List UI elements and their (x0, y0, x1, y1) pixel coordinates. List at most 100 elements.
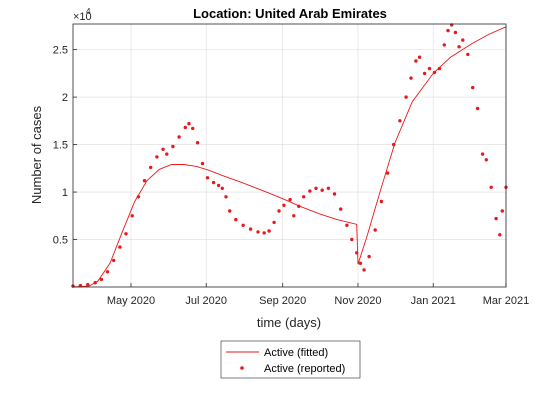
reported-point (248, 227, 253, 231)
reported-point (211, 180, 216, 185)
reported-point (432, 70, 437, 75)
reported-point (427, 66, 432, 71)
x-tick-label: Sep 2020 (259, 295, 306, 307)
legend: Active (fitted) Active (reported) (220, 340, 361, 379)
reported-point (489, 185, 493, 189)
reported-point (288, 197, 292, 202)
x-tick-label: Mar 2021 (483, 295, 529, 307)
reported-point (453, 30, 458, 35)
reported-point (379, 199, 384, 204)
reported-point (297, 204, 301, 208)
plot-background (73, 24, 506, 287)
reported-point (241, 223, 245, 227)
reported-point (187, 122, 191, 126)
legend-fitted-label: Active (fitted) (264, 347, 328, 359)
x-tick-label: May 2020 (107, 295, 155, 307)
reported-point (99, 277, 104, 282)
reported-point (437, 66, 442, 71)
x-tick-label: Jan 2021 (411, 295, 456, 307)
reported-point (142, 179, 147, 183)
reported-point (345, 223, 349, 227)
reported-point (484, 158, 488, 162)
reported-point (93, 281, 97, 285)
reported-point (461, 38, 465, 42)
reported-point (292, 214, 296, 218)
fitted-series (72, 26, 507, 288)
reported-point (362, 268, 366, 272)
reported-point (326, 186, 331, 190)
reported-point (216, 183, 221, 188)
reported-point (78, 283, 83, 288)
reported-point (136, 195, 141, 199)
reported-point (205, 176, 210, 180)
reported-point (409, 76, 413, 80)
reported-point (367, 254, 371, 259)
reported-point (262, 231, 266, 235)
reported-point (220, 186, 224, 190)
reported-point (355, 251, 359, 255)
reported-point (457, 45, 461, 49)
legend-reported-label: Active (reported) (264, 363, 345, 375)
reported-point (112, 258, 116, 263)
reported-point (234, 217, 238, 222)
reported-point (339, 207, 343, 211)
x-axis-title: time (days) (257, 315, 321, 330)
y-tick-label: 1.5 (53, 140, 68, 152)
axis-ticks: May 2020 Jul 2020 Sep 2020 Nov 2020 Jan 2021… (53, 45, 530, 307)
reported-point (494, 216, 498, 221)
reported-point (191, 126, 195, 131)
reported-point (350, 237, 354, 242)
reported-point (155, 155, 159, 159)
reported-point (161, 147, 165, 151)
reported-point (124, 232, 128, 236)
x-tick-label: Jul 2020 (185, 295, 227, 307)
legend-reported-swatch (240, 366, 244, 370)
x-tick-label: Nov 2020 (334, 295, 381, 307)
y-exponent-base: ×10 (73, 11, 92, 23)
reported-point (130, 214, 134, 218)
reported-point (308, 189, 312, 193)
reported-point (475, 106, 480, 111)
reported-point (471, 85, 475, 90)
reported-point (500, 209, 504, 213)
reported-point (414, 59, 418, 63)
reported-point (118, 245, 122, 249)
reported-point (320, 188, 324, 192)
y-tick-label: 1 (62, 187, 68, 199)
reported-point (417, 55, 422, 59)
reported-point (224, 195, 228, 199)
y-tick-label: 0.5 (53, 235, 68, 247)
reported-point (404, 95, 408, 99)
reported-point (277, 209, 281, 213)
reported-point (422, 71, 427, 76)
reported-point (105, 270, 110, 274)
reported-point (272, 220, 276, 225)
reported-point (373, 228, 377, 232)
reported-point (332, 192, 337, 196)
y-axis-title: Number of cases (29, 105, 44, 204)
reported-point (282, 203, 286, 207)
reported-series (71, 23, 508, 288)
reported-point (466, 52, 470, 57)
reported-point (442, 43, 446, 47)
y-tick-label: 2.5 (53, 45, 68, 57)
reported-point (171, 144, 175, 149)
reported-point (165, 152, 169, 156)
reported-point (358, 261, 363, 265)
reported-point (498, 233, 502, 237)
reported-point (302, 195, 306, 199)
reported-point (195, 141, 200, 145)
y-exponent-power: 4 (86, 7, 91, 16)
reported-point (446, 28, 450, 33)
reported-point (267, 229, 271, 233)
reported-point (200, 161, 205, 166)
reported-point (86, 282, 90, 287)
y-tick-label: 2 (62, 92, 68, 104)
chart-title: Location: United Arab Emirates (193, 6, 387, 21)
legend-box (220, 340, 361, 379)
reported-point (392, 142, 396, 147)
reported-point (398, 119, 402, 123)
reported-point (183, 125, 187, 130)
fitted-line (72, 26, 507, 288)
